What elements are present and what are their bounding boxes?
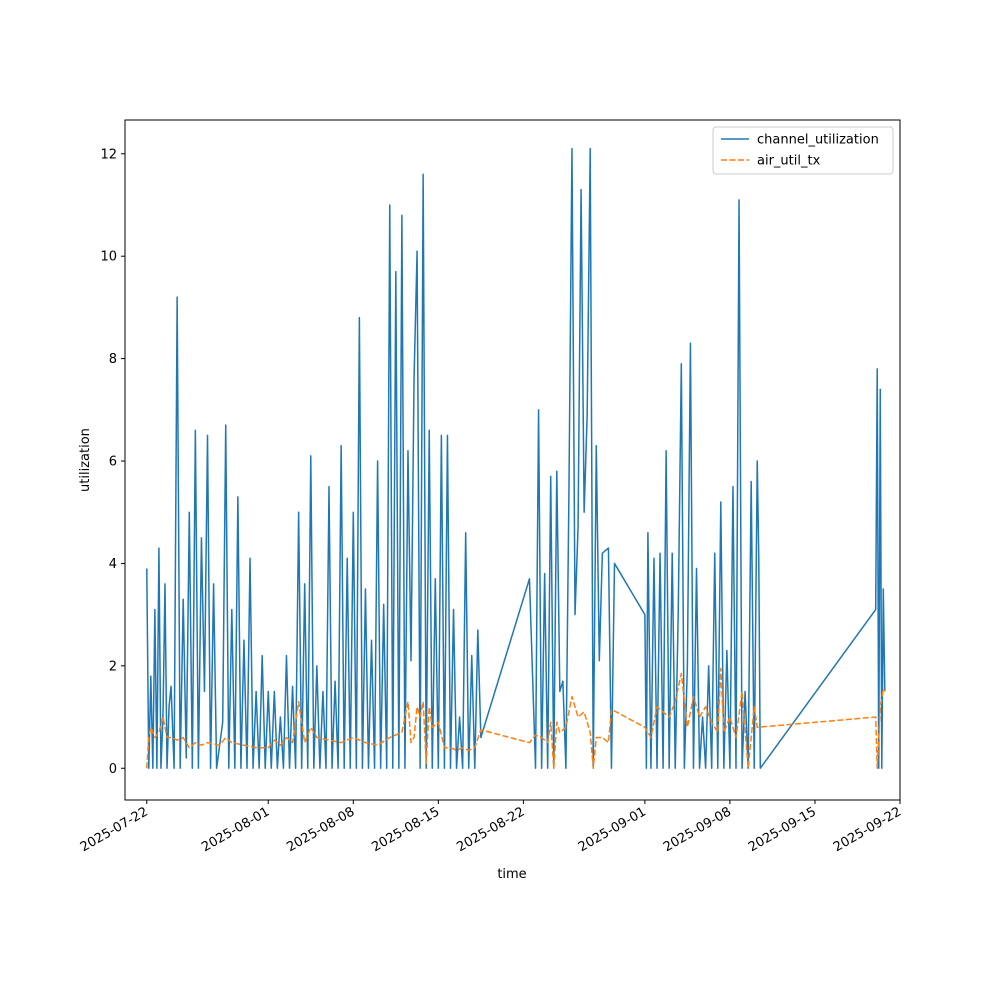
y-tick-label: 12 [100,147,117,162]
plot-area [146,147,886,769]
series-line-2 [146,667,886,769]
legend-box [712,126,894,175]
legend-label-2: air_util_tx [757,154,821,169]
x-axis-label: time [497,867,526,882]
y-tick-label: 10 [100,250,117,265]
y-tick-label: 8 [109,352,117,367]
y-tick-label: 2 [109,659,117,674]
series-line-1 [146,147,886,769]
y-tick-label: 0 [109,762,117,777]
y-axis: 0 2 4 6 8 10 12 [100,147,125,777]
y-axis-label: utilization [78,428,93,492]
legend-label-1: channel_utilization [757,133,879,148]
y-tick-label: 6 [109,455,117,470]
axes-frame [124,119,901,801]
y-tick-label: 4 [109,557,117,572]
legend: channel_utilization air_util_tx [712,126,894,175]
